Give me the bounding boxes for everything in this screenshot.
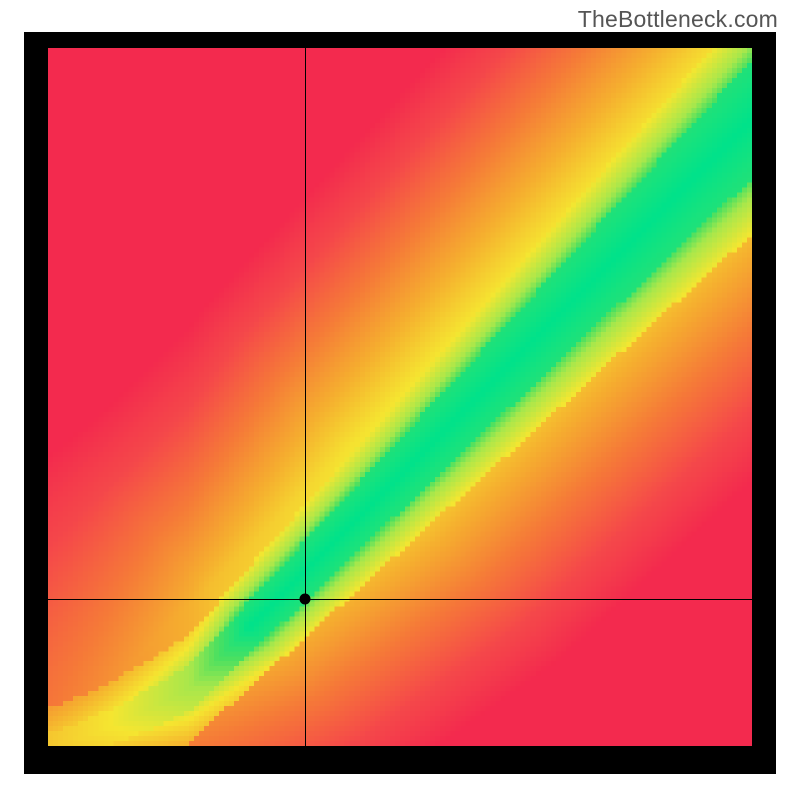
crosshair-vertical [305, 48, 306, 746]
crosshair-horizontal [48, 599, 752, 600]
plot-inner [48, 48, 752, 746]
heatmap-canvas [48, 48, 752, 746]
plot-frame [24, 32, 776, 774]
watermark-text: TheBottleneck.com [578, 6, 778, 33]
marker-dot [299, 594, 310, 605]
chart-container: TheBottleneck.com [0, 0, 800, 800]
